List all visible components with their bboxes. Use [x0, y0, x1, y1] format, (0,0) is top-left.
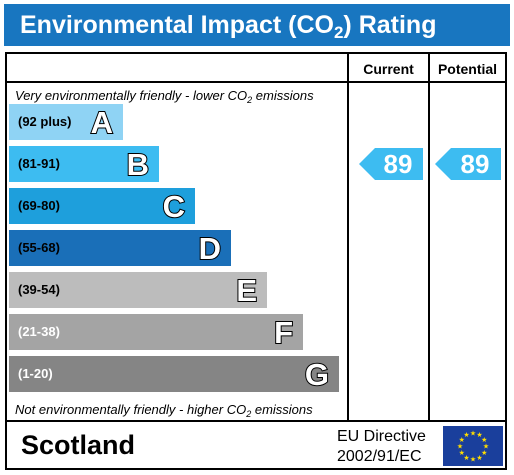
- band-letter: E: [235, 272, 258, 309]
- eu-star-icon: ★: [476, 431, 482, 439]
- footer-divider: [7, 420, 505, 422]
- band-letter: F: [273, 314, 294, 351]
- band-range-label: (21-38): [18, 324, 60, 339]
- eu-star-icon: ★: [459, 449, 465, 457]
- eu-star-icon: ★: [483, 443, 489, 451]
- eu-star-icon: ★: [476, 454, 482, 462]
- eu-star-icon: ★: [481, 449, 487, 457]
- band-letter: C: [162, 188, 186, 225]
- band-range-label: (39-54): [18, 282, 60, 297]
- current-column-header: Current: [363, 61, 414, 77]
- title-prefix: Environmental Impact (CO: [20, 11, 334, 39]
- current-arrow-shape: [359, 148, 423, 180]
- band-b: (81-91) B: [9, 146, 159, 183]
- band-g: (1-20) G: [9, 356, 339, 393]
- potential-rating-arrow: 89: [435, 148, 503, 180]
- band-f: (21-38) F: [9, 314, 303, 351]
- potential-rating-value: 89: [460, 149, 490, 179]
- band-range-label: (92 plus): [18, 114, 72, 129]
- header-title: Environmental Impact (CO2) Rating: [20, 11, 437, 42]
- band-e: (39-54) E: [9, 272, 267, 309]
- eu-star-icon: ★: [470, 430, 476, 438]
- eu-star-icon: ★: [463, 431, 469, 439]
- rating-frame: Current Potential Very environmentally f…: [5, 52, 507, 470]
- top-caption: Very environmentally friendly - lower CO…: [15, 88, 314, 105]
- eu-directive: EU Directive 2002/91/EC: [337, 427, 426, 467]
- title-subscript: 2: [333, 23, 344, 42]
- eu-star-icon: ★: [481, 436, 487, 444]
- band-letter: B: [126, 146, 150, 183]
- eu-star-icon: ★: [457, 443, 463, 451]
- band-letter: G: [304, 356, 330, 393]
- directive-line-1: EU Directive: [337, 428, 426, 445]
- eu-stars-icon: ★★★★★★★★★ ★ ★★: [457, 430, 489, 464]
- bottom-caption-suffix: emissions: [251, 402, 313, 417]
- band-range-label: (69-80): [18, 198, 60, 213]
- band-range-label: (55-68): [18, 240, 60, 255]
- band-d: (55-68) D: [9, 230, 231, 267]
- bottom-caption: Not environmentally friendly - higher CO…: [15, 402, 313, 419]
- eu-star-icon: ★: [470, 456, 476, 464]
- column-header-divider: [7, 81, 505, 83]
- current-column-divider: [347, 54, 349, 422]
- band-range-label: (1-20): [18, 366, 53, 381]
- eu-star-icon: ★: [459, 436, 465, 444]
- rating-header: Environmental Impact (CO2) Rating: [4, 4, 510, 46]
- potential-arrow-shape: [435, 148, 501, 180]
- band-letter: D: [198, 230, 222, 267]
- current-rating-arrow: 89: [359, 148, 433, 180]
- eu-star-icon: ★: [463, 454, 469, 462]
- country-label: Scotland: [21, 430, 136, 460]
- top-caption-prefix: Very environmentally friendly - lower CO: [15, 88, 248, 103]
- band-c: (69-80) C: [9, 188, 195, 225]
- eu-flag-icon: ★ ★ ★ ★ ★ ★ ★ ★ ★ ★ ★ ★: [443, 426, 503, 466]
- current-rating-value: 89: [383, 149, 413, 179]
- top-caption-subscript: 2: [247, 95, 253, 105]
- potential-column-header: Potential: [437, 61, 498, 77]
- potential-column-divider: [428, 54, 430, 422]
- band-range-label: (81-91): [18, 156, 60, 171]
- directive-line-2: 2002/91/EC: [337, 448, 422, 465]
- top-caption-suffix: emissions: [252, 88, 314, 103]
- band-letter: A: [90, 104, 114, 141]
- bottom-caption-subscript: 2: [246, 409, 252, 419]
- bottom-caption-prefix: Not environmentally friendly - higher CO: [15, 402, 247, 417]
- title-suffix: ) Rating: [343, 11, 437, 39]
- band-a: (92 plus) A: [9, 104, 123, 141]
